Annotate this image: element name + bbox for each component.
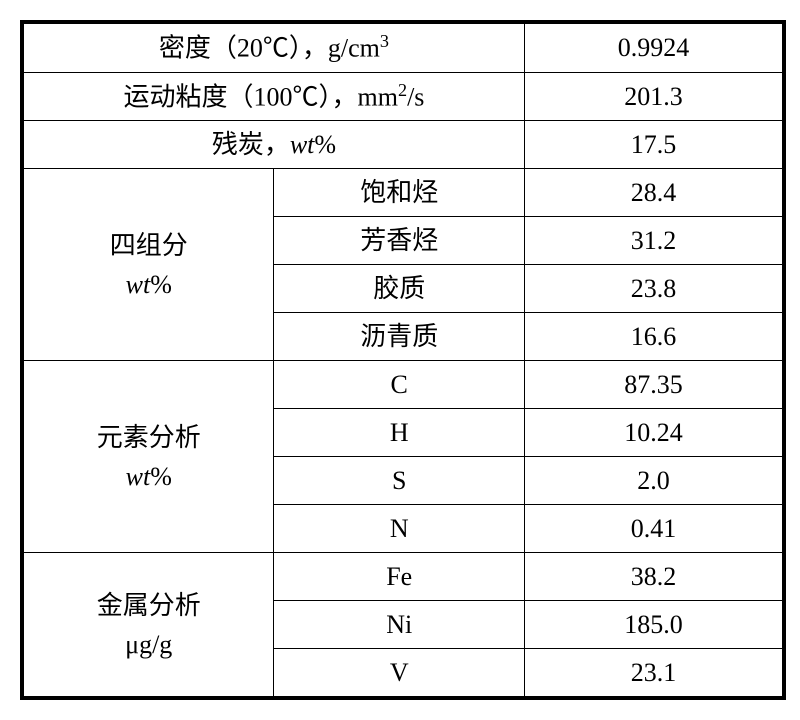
elemental-sub-label: S <box>274 457 524 505</box>
viscosity-label-post: /s <box>407 82 424 111</box>
four-components-sub-label: 胶质 <box>274 265 524 313</box>
four-components-pre: 四组分 <box>110 231 188 260</box>
four-components-group-label: 四组分 wt% <box>24 169 274 361</box>
four-components-sub-label: 沥青质 <box>274 313 524 361</box>
four-components-sub-value: 16.6 <box>524 313 782 361</box>
elemental-sub-value: 10.24 <box>524 409 782 457</box>
metals-sub-value: 185.0 <box>524 601 782 649</box>
metals-sub-value: 38.2 <box>524 553 782 601</box>
viscosity-label-pre: 运动粘度（100℃），mm <box>124 82 398 111</box>
table-row: 金属分析 μg/g Fe 38.2 <box>24 553 783 601</box>
elemental-sub-value: 0.41 <box>524 505 782 553</box>
table-row: 残炭，wt% 17.5 <box>24 121 783 169</box>
metals-sub-label: V <box>274 649 524 697</box>
carbon-residue-label-pre: 残炭， <box>212 130 290 159</box>
four-components-sub-value: 23.8 <box>524 265 782 313</box>
elemental-sub-value: 2.0 <box>524 457 782 505</box>
density-value: 0.9924 <box>524 24 782 73</box>
density-label: 密度（20℃），g/cm <box>159 34 380 63</box>
carbon-residue-label-italic: wt <box>290 130 315 159</box>
four-components-italic: wt <box>126 270 151 299</box>
four-components-post: % <box>150 270 172 299</box>
elemental-pre: 元素分析 <box>97 423 201 452</box>
viscosity-sup: 2 <box>398 80 407 100</box>
metals-sub-label: Ni <box>274 601 524 649</box>
metals-sub-value: 23.1 <box>524 649 782 697</box>
metals-group-label: 金属分析 μg/g <box>24 553 274 697</box>
elemental-post: % <box>150 462 172 491</box>
elemental-sub-label: N <box>274 505 524 553</box>
elemental-sub-label: C <box>274 361 524 409</box>
four-components-sub-value: 28.4 <box>524 169 782 217</box>
metals-unit: μg/g <box>125 630 172 659</box>
metals-sub-label: Fe <box>274 553 524 601</box>
carbon-residue-value: 17.5 <box>524 121 782 169</box>
properties-table-container: 密度（20℃），g/cm3 0.9924 运动粘度（100℃），mm2/s 20… <box>20 20 786 700</box>
table-row: 密度（20℃），g/cm3 0.9924 <box>24 24 783 73</box>
carbon-residue-label-cell: 残炭，wt% <box>24 121 525 169</box>
four-components-sub-label: 芳香烃 <box>274 217 524 265</box>
density-label-cell: 密度（20℃），g/cm3 <box>24 24 525 73</box>
density-sup: 3 <box>380 31 389 51</box>
elemental-italic: wt <box>126 462 151 491</box>
elemental-sub-label: H <box>274 409 524 457</box>
viscosity-label-cell: 运动粘度（100℃），mm2/s <box>24 72 525 121</box>
metals-pre: 金属分析 <box>97 591 201 620</box>
properties-table: 密度（20℃），g/cm3 0.9924 运动粘度（100℃），mm2/s 20… <box>23 23 783 697</box>
table-row: 四组分 wt% 饱和烃 28.4 <box>24 169 783 217</box>
elemental-sub-value: 87.35 <box>524 361 782 409</box>
four-components-sub-label: 饱和烃 <box>274 169 524 217</box>
table-row: 元素分析 wt% C 87.35 <box>24 361 783 409</box>
elemental-group-label: 元素分析 wt% <box>24 361 274 553</box>
viscosity-value: 201.3 <box>524 72 782 121</box>
four-components-sub-value: 31.2 <box>524 217 782 265</box>
table-row: 运动粘度（100℃），mm2/s 201.3 <box>24 72 783 121</box>
carbon-residue-label-post: % <box>314 130 336 159</box>
